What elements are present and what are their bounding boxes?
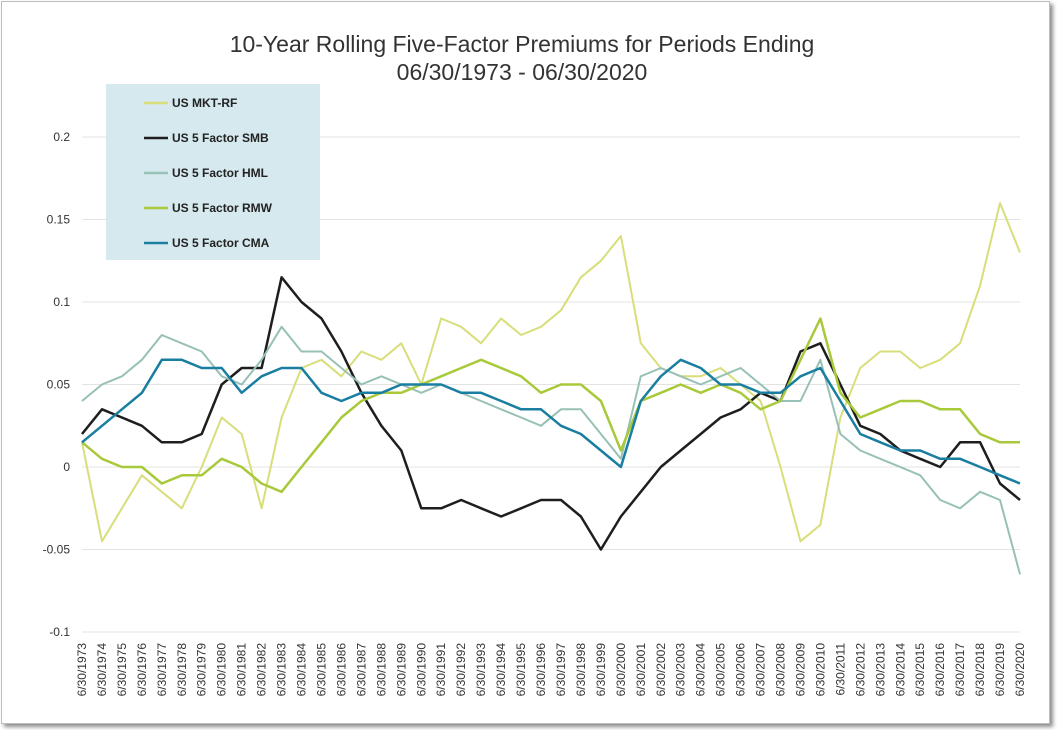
legend: US MKT-RF US 5 Factor SMB US 5 Factor HML U… xyxy=(106,84,320,260)
x-tick-label: 6/30/2009 xyxy=(793,643,807,697)
x-tick-label: 6/30/1987 xyxy=(354,643,368,697)
x-tick-label: 6/30/1977 xyxy=(155,643,169,697)
legend-label: US 5 Factor SMB xyxy=(172,131,269,145)
x-tick-label: 6/30/1996 xyxy=(534,643,548,697)
chart-title: 10-Year Rolling Five-Factor Premiums for… xyxy=(230,31,815,57)
x-tick-label: 6/30/2019 xyxy=(993,643,1007,697)
x-tick-label: 6/30/1994 xyxy=(494,643,508,697)
chart-subtitle: 06/30/1973 - 06/30/2020 xyxy=(397,59,648,85)
x-tick-label: 6/30/1995 xyxy=(514,643,528,697)
x-tick-label: 6/30/1998 xyxy=(574,643,588,697)
x-tick-label: 6/30/2005 xyxy=(714,643,728,697)
x-tick-label: 6/30/1991 xyxy=(434,643,448,697)
y-tick-label: 0.15 xyxy=(47,213,71,227)
x-tick-label: 6/30/2000 xyxy=(614,643,628,697)
series-line-3 xyxy=(81,317,1020,494)
x-tick-label: 6/30/2010 xyxy=(813,643,827,697)
x-tick-label: 6/30/1980 xyxy=(215,643,229,697)
y-tick-label: -0.05 xyxy=(43,543,71,557)
series-line-1 xyxy=(81,276,1021,551)
x-tick-label: 6/30/2008 xyxy=(774,643,788,697)
x-tick-label: 6/30/1975 xyxy=(115,643,129,697)
x-tick-label: 6/30/2018 xyxy=(973,643,987,697)
x-tick-label: 6/30/1981 xyxy=(235,643,249,697)
x-tick-label: 6/30/1978 xyxy=(175,643,189,697)
x-tick-label: 6/30/2006 xyxy=(734,643,748,697)
x-tick-label: 6/30/1974 xyxy=(95,643,109,697)
x-tick-label: 6/30/2001 xyxy=(634,643,648,697)
x-tick-label: 6/30/2003 xyxy=(674,643,688,697)
series-group xyxy=(81,202,1021,575)
x-tick-label: 6/30/2015 xyxy=(913,643,927,697)
x-tick-label: 6/30/1990 xyxy=(414,643,428,697)
x-tick-label: 6/30/1984 xyxy=(295,643,309,697)
x-tick-label: 6/30/1979 xyxy=(195,643,209,697)
legend-label: US 5 Factor RMW xyxy=(172,201,273,215)
legend-background xyxy=(106,84,320,260)
x-tick-label: 6/30/1982 xyxy=(255,643,269,697)
series-line-0 xyxy=(81,202,1021,543)
x-tick-label: 6/30/1983 xyxy=(275,643,289,697)
x-tick-label: 6/30/1973 xyxy=(75,643,89,697)
legend-label: US 5 Factor CMA xyxy=(172,236,270,250)
series-line-2 xyxy=(81,325,1021,575)
x-tick-label: 6/30/2012 xyxy=(853,643,867,697)
series-line-4 xyxy=(81,358,1021,485)
x-tick-label: 6/30/1999 xyxy=(594,643,608,697)
x-tick-label: 6/30/2007 xyxy=(754,643,768,697)
y-tick-label: -0.1 xyxy=(49,625,70,639)
x-tick-label: 6/30/2020 xyxy=(1013,643,1027,697)
x-tick-label: 6/30/1993 xyxy=(474,643,488,697)
x-tick-label: 6/30/2013 xyxy=(873,643,887,697)
x-axis: 6/30/1973 6/30/1974 6/30/1975 6/30/1976 6/30… xyxy=(75,643,1027,697)
x-tick-label: 6/30/1988 xyxy=(374,643,388,697)
x-tick-label: 6/30/2002 xyxy=(654,643,668,697)
x-tick-label: 6/30/1986 xyxy=(334,643,348,697)
x-tick-label: 6/30/1989 xyxy=(394,643,408,697)
legend-label: US MKT-RF xyxy=(172,96,237,110)
x-tick-label: 6/30/2016 xyxy=(933,643,947,697)
x-tick-label: 6/30/1985 xyxy=(314,643,328,697)
y-axis: 0.2 0.15 0.1 0.05 0 -0.05 -0.1 xyxy=(43,130,71,639)
x-tick-label: 6/30/1992 xyxy=(454,643,468,697)
y-tick-label: 0.1 xyxy=(53,295,70,309)
y-tick-label: 0 xyxy=(63,460,70,474)
legend-label: US 5 Factor HML xyxy=(172,166,268,180)
x-tick-label: 6/30/2014 xyxy=(893,643,907,697)
y-tick-label: 0.2 xyxy=(53,130,70,144)
x-tick-label: 6/30/2004 xyxy=(694,643,708,697)
line-chart: 10-Year Rolling Five-Factor Premiums for… xyxy=(43,31,1027,697)
x-tick-label: 6/30/1976 xyxy=(135,643,149,697)
x-tick-label: 6/30/1997 xyxy=(554,643,568,697)
y-tick-label: 0.05 xyxy=(47,378,71,392)
x-tick-label: 6/30/2017 xyxy=(953,643,967,697)
x-tick-label: 6/30/2011 xyxy=(833,643,847,696)
